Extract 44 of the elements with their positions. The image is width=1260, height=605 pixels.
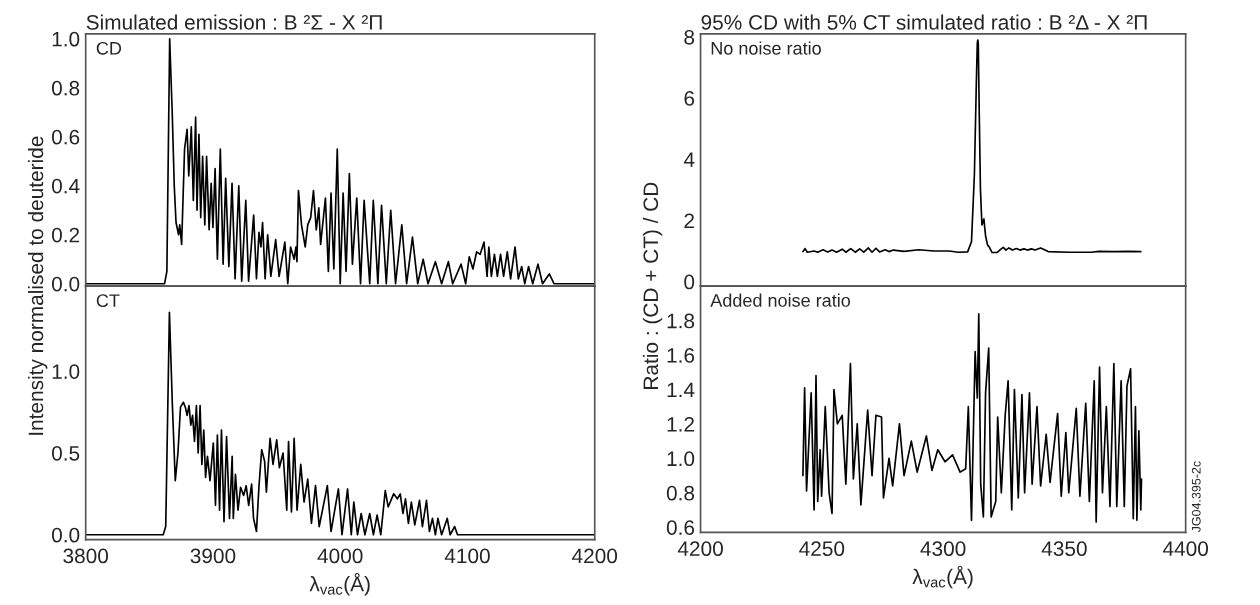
x-axis-title: λ$_{vac}$(Å) [309,572,370,596]
annotation: No noise ratio [711,41,821,55]
x-tick-label: 4200 [677,541,723,557]
x-tick-label: 4300 [920,541,966,557]
line-series [85,311,595,536]
annotation: Added noise ratio [710,293,851,307]
y-tick-label: 6 [684,91,695,106]
y-tick-label: 1.6 [667,348,695,363]
y-tick-label: 1.0 [52,31,80,47]
x-tick-label: 4400 [1162,541,1209,557]
chart-title: Simulated emission : B ²Σ - X ²Π [86,14,382,30]
y-axis-title: Intensity normalised to deuteride [27,136,48,435]
annotation: CD [96,41,122,55]
annotation: CT [96,294,120,308]
y-tick-label: 1.2 [667,416,694,432]
x-tick-label: 4250 [799,541,845,557]
y-tick-label: 2 [684,213,694,228]
y-tick-label: 0.5 [51,445,80,461]
y-tick-label: 0.4 [51,178,80,194]
text: JG04.395-2c [1191,461,1201,533]
x-tick-label: 3800 [63,548,109,564]
y-tick-label: 0.8 [51,80,80,96]
x-tick-label: 4200 [572,548,618,564]
x-tick-label: 4350 [1041,541,1087,557]
y-tick-label: 0 [684,274,695,290]
line-series [802,312,1143,523]
chart-title: 95% CD with 5% CT simulated ratio : B ²Δ - X ²Π [701,14,1147,30]
y-axis-title: Ratio : (CD + CT) / CD [642,182,663,389]
x-tick-label: 3900 [190,548,236,564]
y-tick-label: 0.2 [51,227,80,243]
x-tick-label: 4100 [444,548,490,564]
y-tick-label: 0.0 [51,276,80,292]
y-tick-label: 0.6 [51,129,80,145]
y-tick-label: 1.0 [52,364,80,379]
x-axis-title: λ$_{vac}$(Å) [912,565,973,589]
y-tick-label: 0.0 [51,527,80,543]
y-tick-label: 0.8 [666,485,695,501]
y-tick-label: 1.0 [667,451,695,467]
y-tick-label: 8 [684,29,695,45]
y-tick-label: 4 [683,152,695,167]
y-tick-label: 0.6 [666,520,695,535]
y-tick-label: 1.8 [667,313,695,329]
y-tick-label: 1.4 [667,382,695,398]
x-tick-label: 4000 [317,548,363,564]
